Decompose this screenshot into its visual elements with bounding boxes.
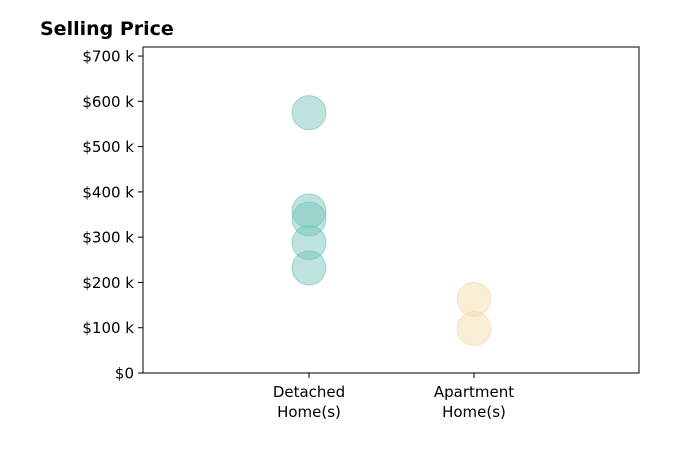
data-point: [291, 225, 327, 261]
data-point: [291, 250, 327, 286]
chart-title: Selling Price: [40, 18, 174, 40]
y-tick-label: $300 k: [82, 229, 134, 247]
x-tick-label: Detached Home(s): [273, 383, 345, 421]
y-axis: $0 $100 k $200 k $300 k $400 k $500 k $600 k $7…: [82, 48, 143, 383]
y-tick-label: $200 k: [82, 274, 134, 292]
data-point: [291, 95, 327, 131]
y-tick-label: $700 k: [82, 48, 134, 66]
y-tick-label: $600 k: [82, 93, 134, 111]
data-points: [291, 95, 492, 347]
y-tick-label: $500 k: [82, 138, 134, 156]
y-tick-label: $0: [115, 365, 134, 383]
data-point: [456, 311, 492, 347]
data-point: [456, 281, 492, 317]
plot-area-frame: [142, 46, 640, 374]
data-point: [291, 193, 327, 229]
y-tick-label: $400 k: [82, 183, 134, 201]
x-tick-label: Apartment Home(s): [434, 383, 514, 421]
x-axis: Detached Home(s) Apartment Home(s): [273, 373, 514, 421]
y-tick-label: $100 k: [82, 319, 134, 337]
